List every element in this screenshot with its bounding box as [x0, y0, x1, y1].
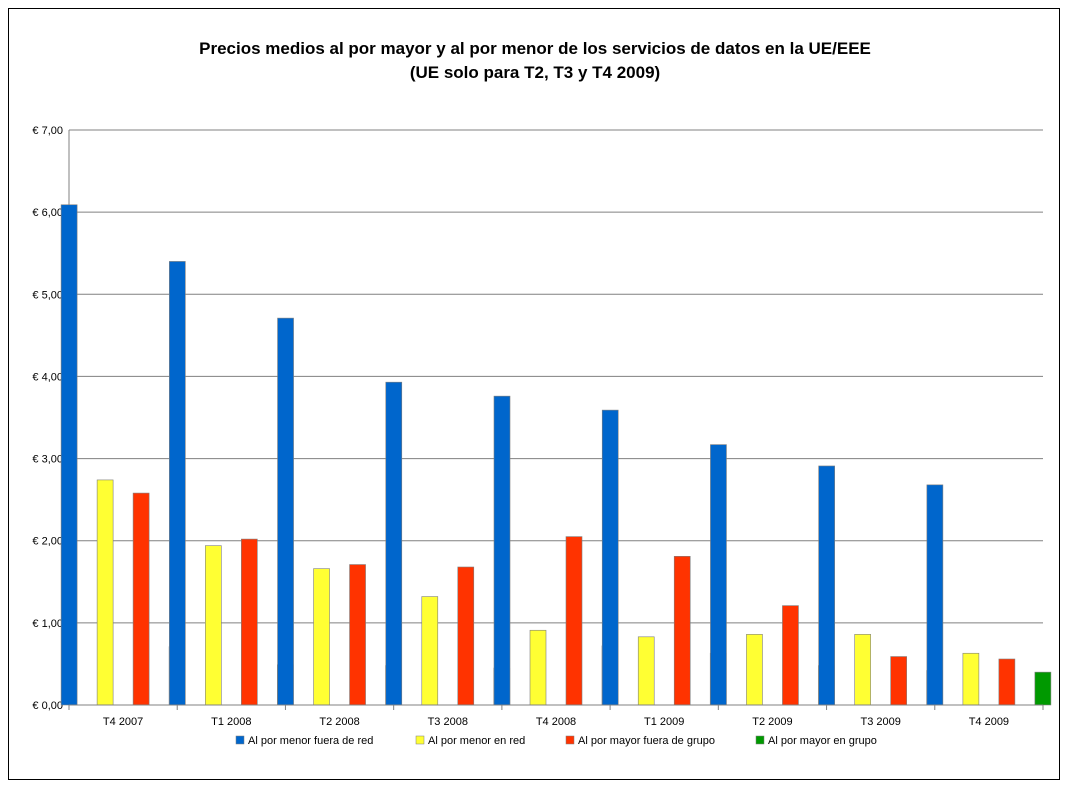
x-tick-label: T4 2008 [536, 716, 576, 728]
legend-label: Al por mayor fuera de grupo [578, 735, 715, 747]
bar [132, 492, 150, 706]
x-axis: T4 2007 T1 2008 T2 2008 T3 2008 T4 2008 T1 20… [68, 704, 1044, 728]
bar [277, 317, 294, 706]
bar [529, 629, 547, 706]
bar [782, 605, 799, 706]
chart-title: Precios medios al por mayor y al por men… [199, 39, 871, 58]
bar [926, 484, 944, 706]
bar [241, 538, 258, 706]
legend-swatch [565, 735, 575, 745]
bar [746, 634, 763, 706]
bar [421, 596, 439, 706]
legend-swatch [415, 735, 425, 745]
bar [1034, 671, 1052, 706]
bars [60, 204, 1052, 706]
bar [313, 568, 330, 706]
bar [457, 566, 475, 706]
bar [385, 381, 403, 706]
chart-subtitle: (UE solo para T2, T3 y T4 2009) [409, 63, 661, 82]
bar [601, 409, 619, 706]
legend-label: Al por menor en red [428, 735, 525, 747]
y-tick-label: € 3,00 [32, 454, 63, 466]
x-tick-label: T3 2008 [428, 716, 468, 728]
bar [205, 545, 222, 706]
legend: Al por menor fuera de red Al por menor en… [235, 735, 877, 747]
bar [637, 636, 655, 706]
bar [493, 395, 511, 706]
legend-item: Al por menor fuera de red [235, 735, 373, 747]
x-tick-label: T4 2007 [103, 716, 143, 728]
legend-item: Al por mayor fuera de grupo [565, 735, 715, 747]
bar [60, 204, 78, 706]
y-tick-label: € 4,00 [32, 371, 63, 383]
legend-item: Al por mayor en grupo [755, 735, 877, 747]
x-tick-label: T2 2008 [319, 716, 359, 728]
y-tick-label: € 7,00 [32, 125, 63, 137]
chart-frame: Precios medios al por mayor y al por men… [8, 8, 1060, 780]
bar [673, 556, 691, 706]
legend-label: Al por mayor en grupo [768, 735, 877, 747]
legend-item: Al por menor en red [415, 735, 525, 747]
x-tick-label: T4 2009 [969, 716, 1009, 728]
bar [710, 444, 727, 706]
legend-label: Al por menor fuera de red [248, 735, 373, 747]
bar [854, 634, 871, 706]
x-tick-label: T2 2009 [752, 716, 792, 728]
bar [565, 536, 583, 706]
bar [890, 656, 907, 706]
x-tick-label: T1 2009 [644, 716, 684, 728]
bar-chart: € 0,00 € 1,00 € 2,00 € 3,00 € 4,00 € 5,00 € 6,… [32, 125, 1052, 747]
legend-swatch [755, 735, 765, 745]
y-tick-label: € 0,00 [32, 700, 63, 712]
legend-swatch [235, 735, 245, 745]
y-tick-label: € 6,00 [32, 207, 63, 219]
y-tick-label: € 5,00 [32, 289, 63, 301]
x-tick-label: T1 2008 [211, 716, 251, 728]
y-tick-label: € 2,00 [32, 536, 63, 548]
bar [818, 465, 835, 706]
bar [998, 658, 1016, 706]
x-tick-label: T3 2009 [860, 716, 900, 728]
chart-title-block: Precios medios al por mayor y al por men… [9, 37, 1061, 85]
bar [96, 479, 114, 706]
bar [349, 564, 366, 706]
y-tick-label: € 1,00 [32, 618, 63, 630]
bar [962, 652, 980, 706]
bar [169, 261, 186, 706]
